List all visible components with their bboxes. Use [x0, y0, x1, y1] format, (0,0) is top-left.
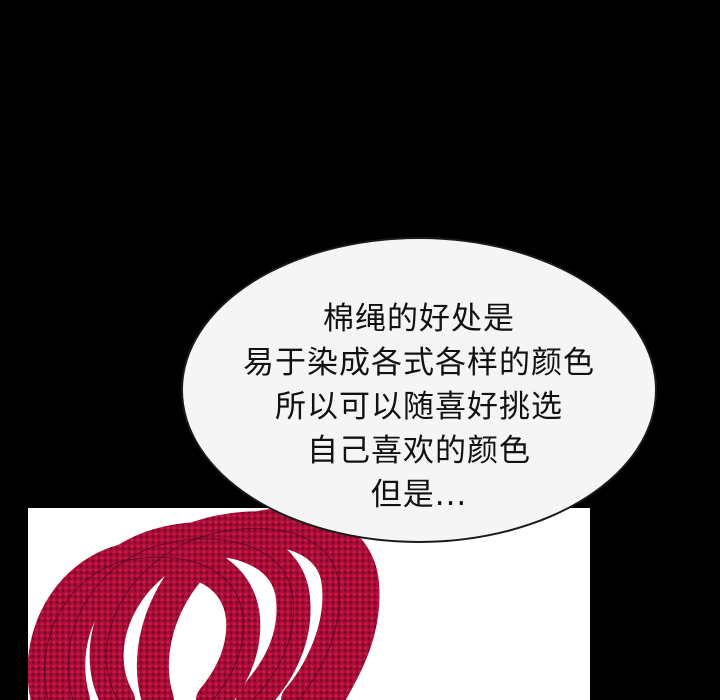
rope-illustration: [28, 508, 590, 700]
speech-bubble: [181, 237, 657, 543]
bubble-line: 棉绳的好处是: [323, 301, 515, 337]
bubble-line: 所以可以随喜好挑选: [275, 389, 563, 425]
speech-bubble-text: 棉绳的好处是 易于染成各式各样的颜色 所以可以随喜好挑选 自己喜欢的颜色 但是.…: [181, 297, 657, 517]
bubble-line: 易于染成各式各样的颜色: [243, 345, 595, 381]
rope-loop: [136, 508, 380, 700]
bubble-line: 自己喜欢的颜色: [307, 433, 531, 469]
bubble-line: 但是...: [370, 477, 468, 513]
rope-coil-drawing: [28, 508, 380, 700]
